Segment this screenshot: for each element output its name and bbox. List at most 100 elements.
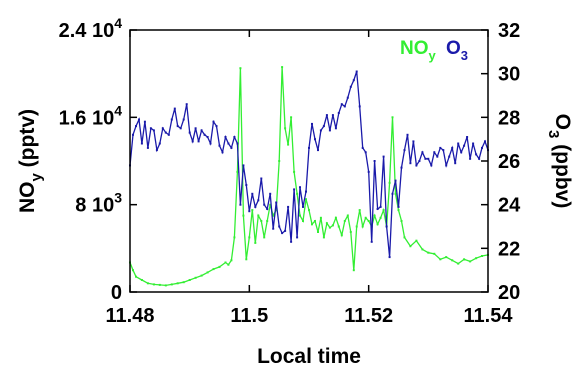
data-point-o3 [143, 120, 146, 123]
x-tick-label: 11.54 [464, 305, 514, 327]
data-point-o3 [370, 240, 373, 243]
data-point-noy [287, 143, 290, 146]
data-point-o3 [328, 129, 331, 132]
data-point-o3 [236, 142, 239, 145]
data-point-o3 [409, 162, 412, 165]
data-point-noy [275, 209, 278, 212]
data-point-o3 [334, 127, 337, 130]
data-point-o3 [278, 225, 281, 228]
left-tick-label: 8 103 [75, 190, 122, 217]
data-point-o3 [293, 188, 296, 191]
data-point-noy [439, 258, 442, 261]
data-point-o3 [349, 85, 352, 88]
data-point-o3 [149, 127, 152, 130]
data-point-noy [400, 220, 403, 222]
data-point-noy [146, 282, 149, 285]
data-point-o3 [314, 138, 316, 141]
data-point-o3 [340, 103, 343, 106]
data-point-o3 [400, 166, 403, 169]
data-point-noy [319, 216, 322, 219]
data-point-o3 [132, 133, 134, 136]
data-point-o3 [152, 129, 155, 132]
data-point-o3 [230, 146, 233, 149]
data-point-o3 [155, 149, 158, 152]
data-point-o3 [451, 146, 454, 149]
data-point-o3 [173, 107, 176, 110]
plot-area [130, 30, 488, 292]
data-point-noy [305, 198, 307, 201]
data-point-o3 [472, 142, 475, 145]
data-point-noy [391, 116, 394, 119]
data-point-noy [239, 67, 242, 70]
data-point-o3 [337, 112, 340, 114]
data-point-noy [481, 255, 483, 257]
data-point-o3 [460, 151, 463, 154]
data-point-noy [388, 181, 391, 184]
data-point-o3 [412, 140, 415, 143]
data-point-o3 [299, 186, 301, 189]
data-point-o3 [311, 122, 313, 125]
data-point-o3 [167, 133, 170, 136]
data-point-noy [176, 282, 179, 285]
data-point-noy [236, 170, 239, 173]
data-point-o3 [179, 127, 182, 130]
data-point-o3 [385, 225, 388, 228]
data-point-noy [299, 214, 301, 217]
data-point-noy [302, 220, 304, 222]
data-point-noy [278, 160, 281, 162]
data-point-noy [194, 276, 197, 279]
data-point-noy [376, 223, 379, 226]
data-point-o3 [424, 157, 427, 160]
data-point-o3 [203, 133, 206, 136]
data-point-noy [317, 231, 319, 233]
data-point-o3 [457, 142, 460, 145]
data-point-noy [463, 258, 466, 261]
data-point-o3 [361, 146, 364, 149]
data-point-o3 [239, 203, 242, 206]
data-point-o3 [373, 160, 376, 162]
data-point-o3 [418, 160, 421, 162]
data-point-o3 [397, 205, 400, 208]
data-point-o3 [439, 146, 442, 149]
right-axis-ticks: 20 22 24 26 28 30 32 [481, 20, 521, 304]
data-point-noy [251, 209, 254, 212]
data-point-o3 [212, 120, 215, 123]
data-point-o3 [382, 155, 385, 158]
data-point-noy [224, 261, 227, 264]
data-point-o3 [305, 190, 307, 193]
data-point-noy [427, 251, 430, 254]
data-point-noy [257, 214, 260, 217]
data-point-o3 [218, 144, 221, 147]
data-point-noy [233, 236, 236, 239]
data-point-o3 [427, 157, 430, 160]
data-point-o3 [463, 144, 466, 147]
data-point-o3 [325, 114, 328, 117]
data-point-noy [164, 284, 167, 287]
right-tick-label: 32 [498, 20, 520, 42]
data-point-o3 [161, 127, 164, 130]
x-tick-label: 11.5 [230, 305, 268, 327]
data-point-o3 [343, 105, 346, 108]
data-point-noy [358, 209, 361, 212]
data-point-o3 [158, 142, 161, 145]
data-point-noy [409, 245, 412, 248]
data-point-o3 [355, 70, 358, 73]
data-point-noy [293, 170, 296, 173]
data-point-o3 [170, 118, 173, 121]
data-point-noy [322, 236, 325, 239]
data-point-o3 [135, 125, 137, 128]
x-axis-title: Local time [257, 345, 361, 368]
data-point-o3 [317, 149, 319, 152]
data-point-o3 [358, 105, 361, 108]
data-point-o3 [251, 192, 254, 195]
data-point-o3 [140, 142, 143, 145]
data-point-noy [379, 216, 382, 219]
data-point-o3 [197, 140, 200, 143]
data-point-noy [263, 236, 266, 239]
data-point-noy [140, 279, 143, 281]
data-point-o3 [248, 210, 251, 213]
data-point-o3 [346, 96, 349, 99]
data-point-o3 [284, 229, 287, 232]
data-point-o3 [224, 136, 227, 138]
data-point-o3 [290, 240, 293, 243]
